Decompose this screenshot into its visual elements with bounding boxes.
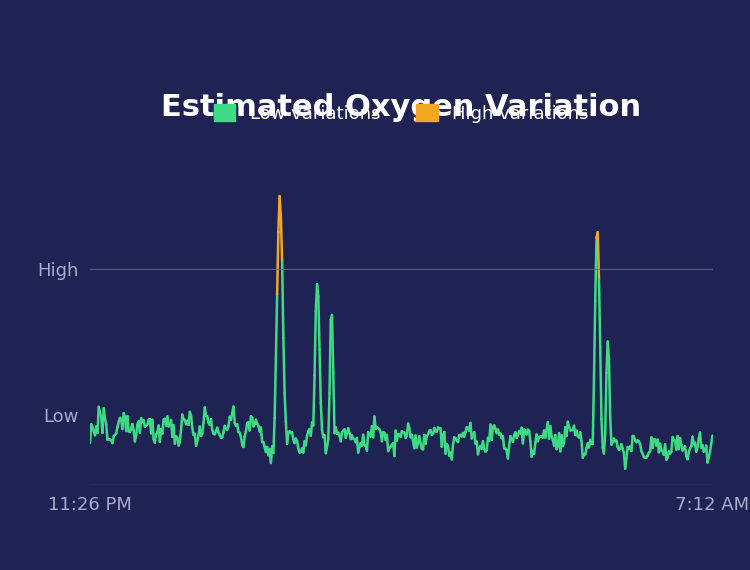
Title: Estimated Oxygen Variation: Estimated Oxygen Variation bbox=[161, 93, 641, 122]
Legend: Low variations, High variations: Low variations, High variations bbox=[206, 97, 596, 130]
